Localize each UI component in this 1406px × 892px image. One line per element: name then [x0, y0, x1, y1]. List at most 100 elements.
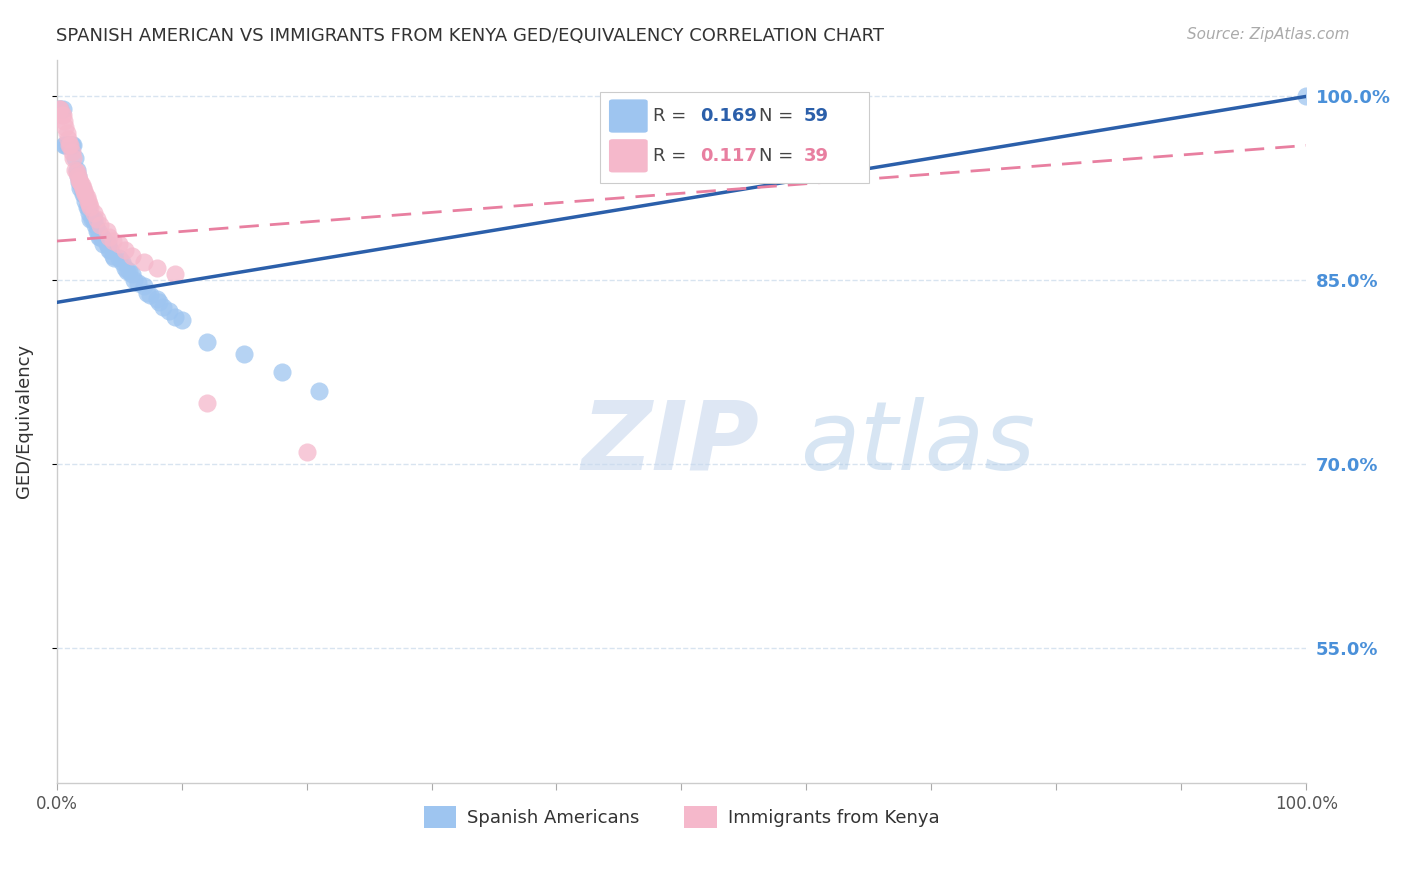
Point [75, 187, 97, 202]
Point [55, 138, 77, 153]
Text: R =: R = [652, 147, 692, 165]
Point [67, 173, 90, 187]
FancyBboxPatch shape [600, 92, 869, 183]
Point [83, 206, 105, 220]
Point [79, 200, 101, 214]
Point [66, 169, 89, 183]
Point [69, 175, 91, 189]
Point [76, 200, 98, 214]
Point [56, 132, 79, 146]
Point [97, 236, 120, 251]
Point [121, 249, 143, 263]
Text: 39: 39 [804, 147, 830, 165]
Point [52, 108, 75, 122]
Point [55, 126, 77, 140]
Point [132, 279, 155, 293]
Point [90, 230, 112, 244]
Point [195, 334, 218, 349]
Point [62, 138, 84, 153]
Point [79, 212, 101, 227]
Point [60, 138, 83, 153]
Point [121, 267, 143, 281]
Point [70, 181, 93, 195]
Point [76, 190, 98, 204]
Point [114, 261, 136, 276]
Point [157, 304, 180, 318]
Legend: Spanish Americans, Immigrants from Kenya: Spanish Americans, Immigrants from Kenya [416, 799, 946, 836]
Point [53, 114, 76, 128]
Point [48, 102, 70, 116]
Point [295, 445, 318, 459]
Point [91, 236, 114, 251]
Point [67, 175, 90, 189]
Point [98, 243, 121, 257]
Point [132, 255, 155, 269]
Point [87, 230, 110, 244]
Point [108, 252, 131, 266]
Point [80, 212, 103, 227]
Point [53, 120, 76, 134]
Y-axis label: GED/Equivalency: GED/Equivalency [15, 344, 32, 499]
Point [48, 102, 70, 116]
Point [89, 218, 111, 232]
Point [127, 276, 149, 290]
Point [145, 261, 167, 276]
FancyBboxPatch shape [609, 139, 648, 172]
Point [49, 102, 72, 116]
Point [152, 300, 174, 314]
Point [72, 181, 94, 195]
Point [165, 310, 187, 324]
Point [98, 230, 121, 244]
Text: atlas: atlas [800, 397, 1035, 490]
Point [86, 212, 108, 227]
Point [77, 206, 100, 220]
Point [51, 108, 73, 122]
Point [145, 292, 167, 306]
Point [148, 295, 170, 310]
Point [115, 263, 138, 277]
Point [86, 224, 108, 238]
Point [308, 384, 330, 398]
Point [62, 151, 84, 165]
Point [233, 347, 256, 361]
Point [122, 273, 145, 287]
Point [83, 212, 105, 227]
Point [65, 165, 87, 179]
Point [98, 243, 121, 257]
Point [72, 187, 94, 202]
Point [87, 224, 110, 238]
Point [165, 267, 187, 281]
Point [65, 163, 87, 178]
Point [108, 236, 131, 251]
Point [135, 285, 157, 300]
Point [89, 230, 111, 244]
Point [76, 200, 98, 214]
Point [114, 243, 136, 257]
FancyBboxPatch shape [609, 99, 648, 133]
Text: N =: N = [759, 147, 799, 165]
Point [58, 138, 80, 153]
Text: 0.117: 0.117 [700, 147, 756, 165]
Point [59, 138, 82, 153]
Point [53, 138, 76, 153]
Text: SPANISH AMERICAN VS IMMIGRANTS FROM KENYA GED/EQUIVALENCY CORRELATION CHART: SPANISH AMERICAN VS IMMIGRANTS FROM KENY… [56, 27, 884, 45]
Point [69, 181, 91, 195]
Point [73, 187, 96, 202]
Point [84, 218, 107, 232]
Point [49, 102, 72, 116]
Text: N =: N = [759, 107, 799, 125]
Point [58, 138, 80, 153]
Point [70, 178, 93, 192]
Point [1295, 89, 1317, 103]
Point [101, 234, 124, 248]
Text: Source: ZipAtlas.com: Source: ZipAtlas.com [1187, 27, 1350, 42]
Point [65, 151, 87, 165]
Point [76, 194, 98, 208]
Point [118, 263, 141, 277]
Point [75, 194, 97, 208]
Point [77, 197, 100, 211]
Point [65, 163, 87, 178]
Point [270, 365, 292, 379]
Point [110, 255, 132, 269]
Point [170, 312, 193, 326]
